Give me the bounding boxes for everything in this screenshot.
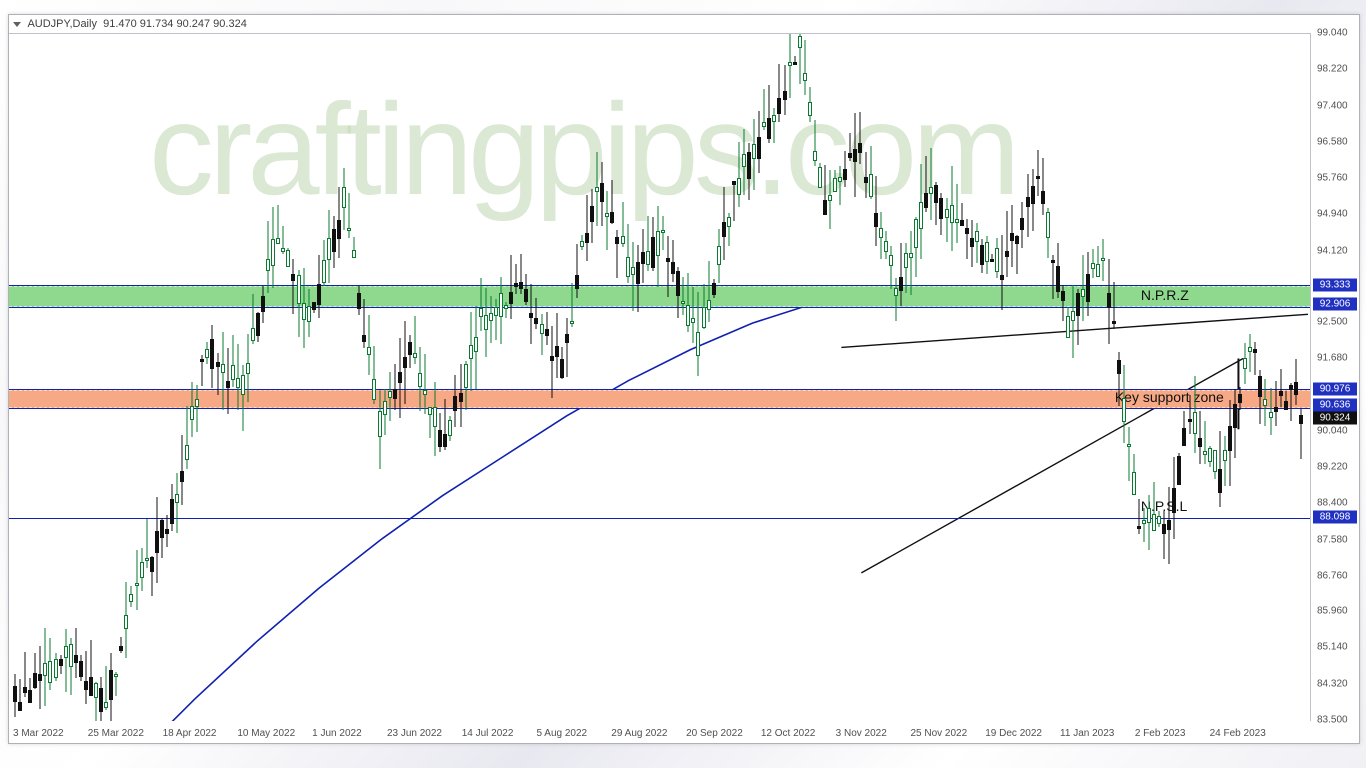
x-tick-label: 10 May 2022 — [237, 728, 295, 739]
y-tick-label: 94.120 — [1317, 245, 1348, 256]
y-tick-label: 96.580 — [1317, 136, 1348, 147]
x-tick-label: 29 Aug 2022 — [611, 728, 667, 739]
timeframe-label: Daily — [73, 18, 97, 30]
price-plot-area[interactable]: craftingpips.com N.P.R.ZKey support zone… — [9, 33, 1311, 721]
x-tick-label: 3 Nov 2022 — [836, 728, 887, 739]
y-tick-label: 95.760 — [1317, 173, 1348, 184]
chart-frame: AUDJPY,Daily 91.470 91.734 90.247 90.324… — [8, 14, 1360, 744]
y-tick-label: 91.680 — [1317, 353, 1348, 364]
x-axis: 3 Mar 2022 25 Mar 2022 18 Apr 2022 10 May 2… — [9, 721, 1311, 743]
y-axis: 99.04098.22097.40096.58095.76094.94094.1… — [1311, 33, 1359, 721]
x-tick-label: 25 Mar 2022 — [88, 728, 144, 739]
y-tick-label: 89.220 — [1317, 462, 1348, 473]
y-tick-label: 90.040 — [1317, 425, 1348, 436]
x-tick-label: 23 Jun 2022 — [387, 728, 442, 739]
y-tick-label: 99.040 — [1317, 28, 1348, 39]
x-tick-label: 5 Aug 2022 — [537, 728, 588, 739]
y-tick-label: 85.960 — [1317, 606, 1348, 617]
y-tick-label: 87.580 — [1317, 534, 1348, 545]
y-tick-label: 83.500 — [1317, 715, 1348, 726]
x-tick-label: 19 Dec 2022 — [985, 728, 1042, 739]
ohlc-label: 91.470 91.734 90.247 90.324 — [103, 18, 247, 30]
chevron-down-icon[interactable] — [13, 22, 21, 27]
y-tick-label: 97.400 — [1317, 100, 1348, 111]
x-tick-label: 25 Nov 2022 — [910, 728, 967, 739]
y-tick-label: 85.140 — [1317, 642, 1348, 653]
x-tick-label: 1 Jun 2022 — [312, 728, 362, 739]
x-tick-label: 11 Jan 2023 — [1060, 728, 1114, 739]
x-tick-label: 24 Feb 2023 — [1210, 728, 1266, 739]
x-tick-label: 12 Oct 2022 — [761, 728, 815, 739]
chart-title-bar[interactable]: AUDJPY,Daily 91.470 91.734 90.247 90.324 — [13, 18, 247, 30]
x-tick-label: 2 Feb 2023 — [1135, 728, 1186, 739]
x-tick-label: 3 Mar 2022 — [13, 728, 64, 739]
y-tick-label: 88.400 — [1317, 498, 1348, 509]
symbol-label: AUDJPY — [27, 18, 69, 30]
y-tick-label: 92.500 — [1317, 317, 1348, 328]
x-tick-label: 20 Sep 2022 — [686, 728, 743, 739]
y-tick-label: 98.220 — [1317, 64, 1348, 75]
x-tick-label: 14 Jul 2022 — [462, 728, 514, 739]
x-tick-label: 18 Apr 2022 — [163, 728, 217, 739]
y-tick-label: 84.320 — [1317, 678, 1348, 689]
y-tick-label: 86.760 — [1317, 570, 1348, 581]
y-tick-label: 94.940 — [1317, 209, 1348, 220]
